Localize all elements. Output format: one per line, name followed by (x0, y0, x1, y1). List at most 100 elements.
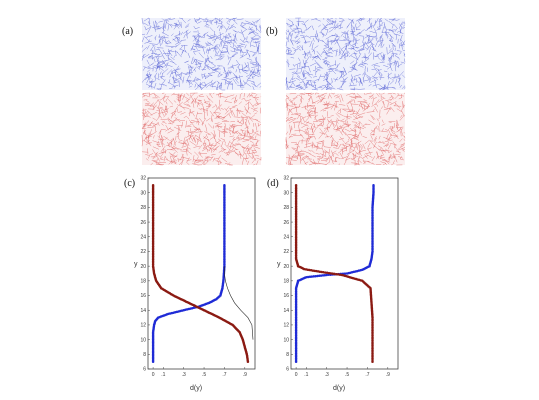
particle-chain (253, 146, 260, 149)
particle-chain (326, 76, 329, 82)
particle-chain (321, 147, 324, 152)
particle-chain (141, 78, 146, 83)
particle-chain (243, 157, 248, 160)
particle-chain (312, 56, 318, 59)
particle-chain (307, 112, 314, 117)
particle-chain (152, 117, 156, 121)
particle-chain (302, 116, 307, 118)
particle-chain (235, 79, 239, 84)
particle-chain (354, 77, 356, 81)
particle-chain (204, 81, 206, 86)
particle-chain (199, 137, 202, 142)
particle-chain (223, 139, 226, 144)
particle-chain (167, 24, 170, 31)
particle-chain (217, 55, 223, 60)
particle-chain (374, 28, 377, 33)
particle-chain (237, 84, 245, 86)
ytick-label: 12 (140, 323, 146, 329)
particle-chain (179, 48, 187, 53)
particle-chain (307, 52, 309, 57)
particle-chain (355, 78, 357, 83)
particle-chain (205, 19, 209, 25)
particle-chain (298, 84, 303, 90)
particle-chain (214, 140, 221, 145)
particle-chain (180, 112, 186, 115)
particle-chain (389, 95, 393, 99)
particle-chain (294, 102, 296, 108)
particle-chain (176, 36, 179, 42)
particle-chain (219, 49, 223, 56)
particle-chain (248, 68, 254, 74)
particle-chain (347, 120, 349, 128)
particle-chain (145, 103, 153, 107)
panel-a-image (141, 17, 262, 166)
particle-chain (209, 143, 214, 146)
particle-chain (319, 128, 324, 134)
particle-chain (232, 72, 238, 79)
particle-chain (232, 105, 238, 108)
particle-chain (162, 120, 165, 124)
particle-chain (287, 49, 292, 52)
particle-chain (206, 35, 212, 38)
particle-chain (213, 130, 216, 137)
particle-chain (162, 79, 166, 84)
particle-chain (304, 51, 307, 56)
particle-chain (184, 25, 190, 29)
particle-chain (244, 106, 248, 113)
particle-chain (340, 118, 345, 122)
particle-chain (141, 122, 146, 129)
particle-chain (331, 21, 334, 26)
particle-chain (333, 78, 339, 81)
particle-chain (364, 34, 371, 39)
panel-b-blue-particles (285, 17, 406, 91)
particle-chain (342, 81, 347, 84)
particle-chain (387, 137, 393, 141)
particle-chain (332, 138, 334, 143)
particle-chain (170, 146, 177, 151)
particle-chain (153, 72, 158, 78)
particle-chain (242, 70, 248, 75)
particle-chain (218, 150, 223, 153)
particle-chain (213, 36, 218, 44)
particle-chain (195, 60, 198, 66)
particle-chain (359, 17, 363, 20)
particle-chain (232, 17, 236, 21)
particle-chain (317, 120, 323, 123)
particle-chain (165, 62, 169, 69)
particle-chain (176, 51, 182, 58)
particle-chain (212, 81, 217, 86)
particle-chain (249, 26, 254, 30)
particle-chain (226, 17, 231, 20)
particle-chain (226, 94, 235, 98)
particle-chain (178, 101, 183, 106)
particle-chain (306, 134, 310, 142)
panel-b-red-particles (285, 92, 406, 166)
particle-chain (388, 72, 392, 76)
particle-chain (386, 141, 390, 148)
particle-chain (224, 107, 228, 112)
particle-chain (152, 25, 160, 29)
particle-chain (326, 101, 331, 105)
particle-chain (360, 48, 366, 52)
particle-chain (217, 104, 222, 110)
particle-chain (388, 86, 395, 88)
particle-chain (220, 145, 226, 151)
particle-chain (371, 35, 377, 40)
particle-chain (293, 155, 300, 157)
particle-chain (201, 159, 205, 165)
particle-chain (254, 93, 258, 97)
particle-chain (193, 78, 199, 82)
particle-chain (363, 56, 367, 59)
particle-chain (178, 140, 183, 142)
particle-chain (227, 55, 230, 60)
particle-chain (170, 151, 176, 158)
particle-chain (152, 122, 159, 128)
particle-chain (145, 124, 152, 126)
particle-chain (170, 45, 178, 49)
particle-chain (304, 106, 309, 112)
particle-chain (204, 159, 211, 165)
particle-chain (341, 156, 348, 160)
particle-chain (231, 18, 236, 22)
particle-chain (183, 34, 186, 39)
